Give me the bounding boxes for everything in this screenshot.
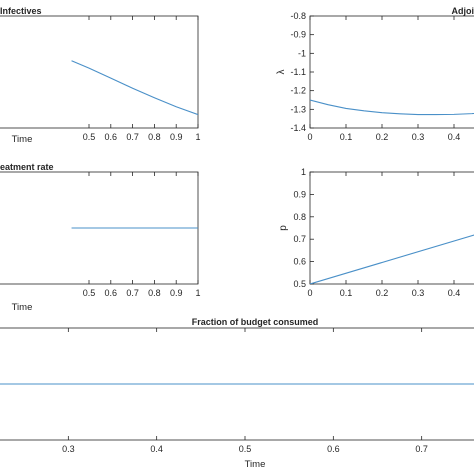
chart-title: Infectives — [0, 6, 42, 16]
x-tick-label: 0 — [307, 288, 312, 298]
y-tick-label: 0.9 — [293, 189, 306, 199]
axes-frame — [309, 15, 474, 129]
panel-1: 0.5 0.6 0.7 0.8 0.9 1 Infectives Time — [0, 6, 201, 145]
x-tick-label: 0.3 — [412, 132, 425, 142]
x-axis-label: Time — [12, 302, 33, 313]
x-tick-label: 0.6 — [105, 288, 118, 298]
x-tick-label: 0.4 — [448, 132, 461, 142]
y-tick-label: -1.3 — [290, 104, 306, 114]
x-tick-label: 0.1 — [340, 132, 353, 142]
chart-title: Adjoi — [452, 6, 474, 16]
panel-2: 0 0.1 0.2 0.3 0.4 -1.4 -1.3 -1.2 -1.1 -1 -0.9 -0.8 A… — [276, 6, 474, 142]
x-tick-label: 0.7 — [126, 288, 139, 298]
x-tick-label: 0.8 — [148, 288, 161, 298]
y-tick-label: 0.6 — [293, 257, 306, 267]
x-tick-label: 0.7 — [415, 444, 428, 454]
panel-3: 0.5 0.6 0.7 0.8 0.9 1 eatment rate Time — [0, 162, 201, 313]
x-tick-label: 1 — [195, 288, 200, 298]
y-tick-label: -1.2 — [290, 86, 306, 96]
x-tick-label: 0.7 — [126, 132, 139, 142]
axes-frame — [309, 171, 474, 285]
x-tick-label: 0.8 — [148, 132, 161, 142]
x-tick-label: 0 — [307, 132, 312, 142]
y-axis-label: p — [278, 225, 289, 231]
x-tick-label: 0.3 — [62, 444, 75, 454]
x-axis-label: Time — [12, 134, 33, 145]
x-tick-label: 0.1 — [340, 288, 353, 298]
x-tick-label: 1 — [195, 132, 200, 142]
x-tick-label: 0.2 — [376, 288, 389, 298]
series-line — [310, 99, 474, 116]
y-tick-label: -0.9 — [290, 30, 306, 40]
x-tick-label: 0.4 — [150, 444, 163, 454]
x-tick-label: 0.2 — [376, 132, 389, 142]
y-tick-label: 0.5 — [293, 279, 306, 289]
y-tick-label: 0.7 — [293, 234, 306, 244]
chart-title: eatment rate — [0, 162, 54, 172]
y-axis-label: λ — [276, 70, 287, 75]
series-line — [310, 234, 474, 284]
chart-title: Fraction of budget consumed — [192, 317, 319, 327]
y-tick-label: -1.4 — [290, 123, 306, 133]
x-tick-label: 0.6 — [105, 132, 118, 142]
x-tick-label: 0.9 — [170, 288, 183, 298]
x-tick-label: 0.4 — [448, 288, 461, 298]
panel-4: 0 0.1 0.2 0.3 0.4 0.5 0.6 0.7 0.8 0.9 1 p — [278, 167, 474, 298]
y-tick-label: -0.8 — [290, 11, 306, 21]
y-tick-label: 0.8 — [293, 212, 306, 222]
x-tick-label: 0.5 — [239, 444, 252, 454]
x-axis-label: Time — [245, 459, 266, 470]
y-tick-label: -1.1 — [290, 67, 306, 77]
series-line — [71, 60, 198, 116]
y-tick-label: -1 — [298, 48, 306, 58]
y-tick-label: 1 — [301, 167, 306, 177]
x-tick-label: 0.6 — [327, 444, 340, 454]
x-tick-label: 0.9 — [170, 132, 183, 142]
x-tick-label: 0.5 — [83, 288, 96, 298]
x-tick-label: 0.5 — [83, 132, 96, 142]
x-tick-label: 0.3 — [412, 288, 425, 298]
axes-frame — [0, 15, 199, 129]
